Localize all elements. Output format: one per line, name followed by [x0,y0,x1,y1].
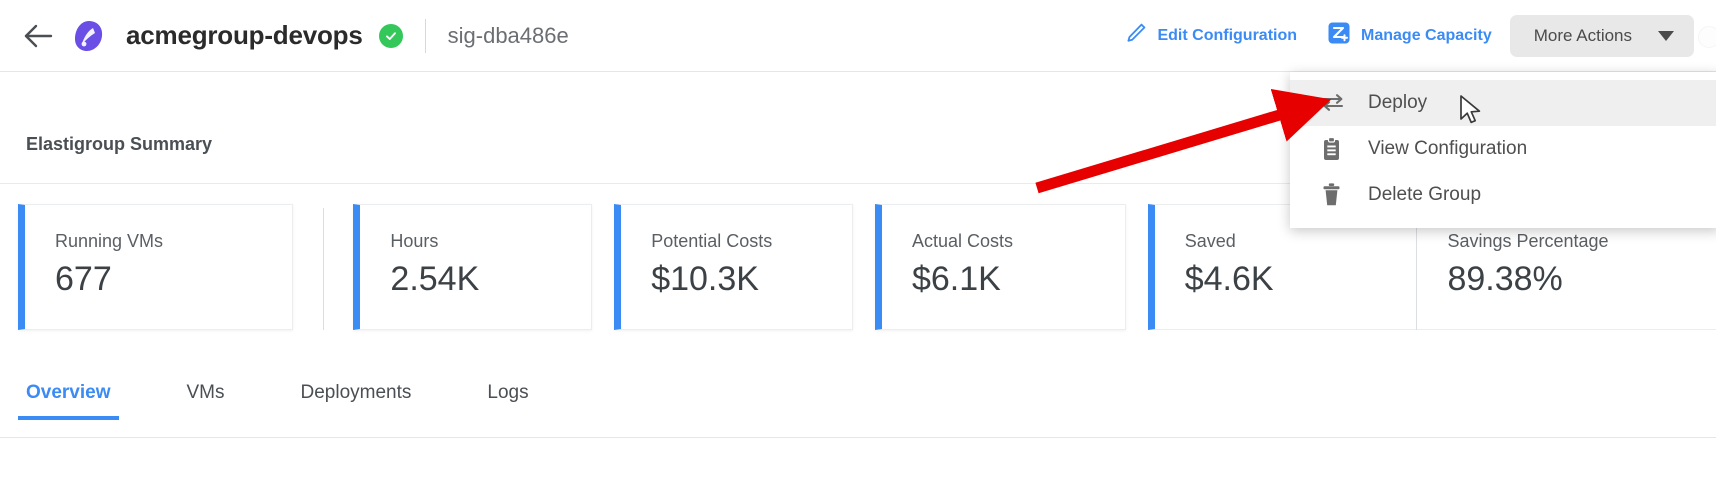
manage-capacity-button[interactable]: Manage Capacity [1327,21,1492,50]
more-actions-button[interactable]: More Actions [1509,14,1694,57]
tab-vms[interactable]: VMs [187,382,225,420]
manage-capacity-label: Manage Capacity [1361,26,1492,44]
back-arrow-icon[interactable] [18,16,58,56]
header-divider [424,18,426,53]
stat-card-value: 2.54K [390,260,480,298]
tab-logs[interactable]: Logs [487,382,528,420]
tab-deployments[interactable]: Deployments [301,382,412,420]
chevron-down-icon [1658,30,1674,41]
stat-card-label: Saved [1184,231,1236,251]
stat-card: Running VMs 677 [18,204,293,330]
stat-card-label: Savings Percentage [1447,231,1609,251]
stat-card-value: $4.6K [1184,260,1274,298]
menu-item-label: Delete Group [1368,184,1482,205]
trash-icon [1320,182,1352,208]
capacity-chart-icon [1327,21,1351,50]
more-actions-label: More Actions [1533,25,1632,45]
more-actions-menu: Deploy View Configuration [1290,72,1716,228]
menu-item-deploy[interactable]: Deploy [1290,80,1716,126]
tab-label: Deployments [300,382,412,403]
stat-card-value: 677 [55,260,112,298]
stat-card-label: Potential Costs [651,231,773,251]
card-gap [324,204,354,334]
spot-logo-icon [72,19,106,53]
card-gap [853,204,875,334]
card-gap [293,204,323,334]
stat-card-value: 89.38% [1447,260,1563,298]
page-header: acmegroup-devops sig-dba486e Edit Config… [0,0,1716,72]
stat-card-value: $6.1K [911,260,1001,298]
menu-item-delete-group[interactable]: Delete Group [1290,172,1716,218]
stat-card: Potential Costs $10.3K [614,204,854,330]
tab-overview[interactable]: Overview [18,382,118,420]
menu-item-view-configuration[interactable]: View Configuration [1290,126,1716,172]
deploy-swap-arrows-icon [1320,92,1352,114]
card-separator [322,208,324,330]
header-edge-control[interactable] [1698,26,1716,48]
stat-card: Hours 2.54K [353,204,593,330]
content-tabs: Overview VMs Deployments Logs [0,382,1716,438]
edit-configuration-button[interactable]: Edit Configuration [1125,22,1297,49]
status-badge [378,23,403,48]
stat-card-value: $10.3K [651,260,759,298]
pencil-icon [1125,22,1147,49]
edit-configuration-label: Edit Configuration [1157,26,1298,44]
card-gap [592,204,614,334]
tab-label: VMs [186,382,225,403]
card-separator [1416,208,1418,330]
stat-card: Actual Costs $6.1K [874,204,1126,330]
clipboard-icon [1320,136,1352,162]
tab-label: Overview [26,382,111,403]
group-id: sig-dba486e [447,22,569,48]
tab-label: Logs [487,382,529,403]
stat-card-label: Actual Costs [911,231,1014,251]
stat-card-label: Hours [390,231,439,251]
summary-title: Elastigroup Summary [26,134,213,154]
menu-item-label: Deploy [1368,92,1428,113]
summary-cards: Running VMs 677 Hours 2.54K Potential Co… [0,204,1716,334]
stat-card-label: Running VMs [55,231,164,251]
card-gap [1126,204,1148,334]
menu-item-label: View Configuration [1368,138,1528,159]
page-title: acmegroup-devops [126,20,363,50]
mouse-pointer-icon [1458,94,1484,131]
